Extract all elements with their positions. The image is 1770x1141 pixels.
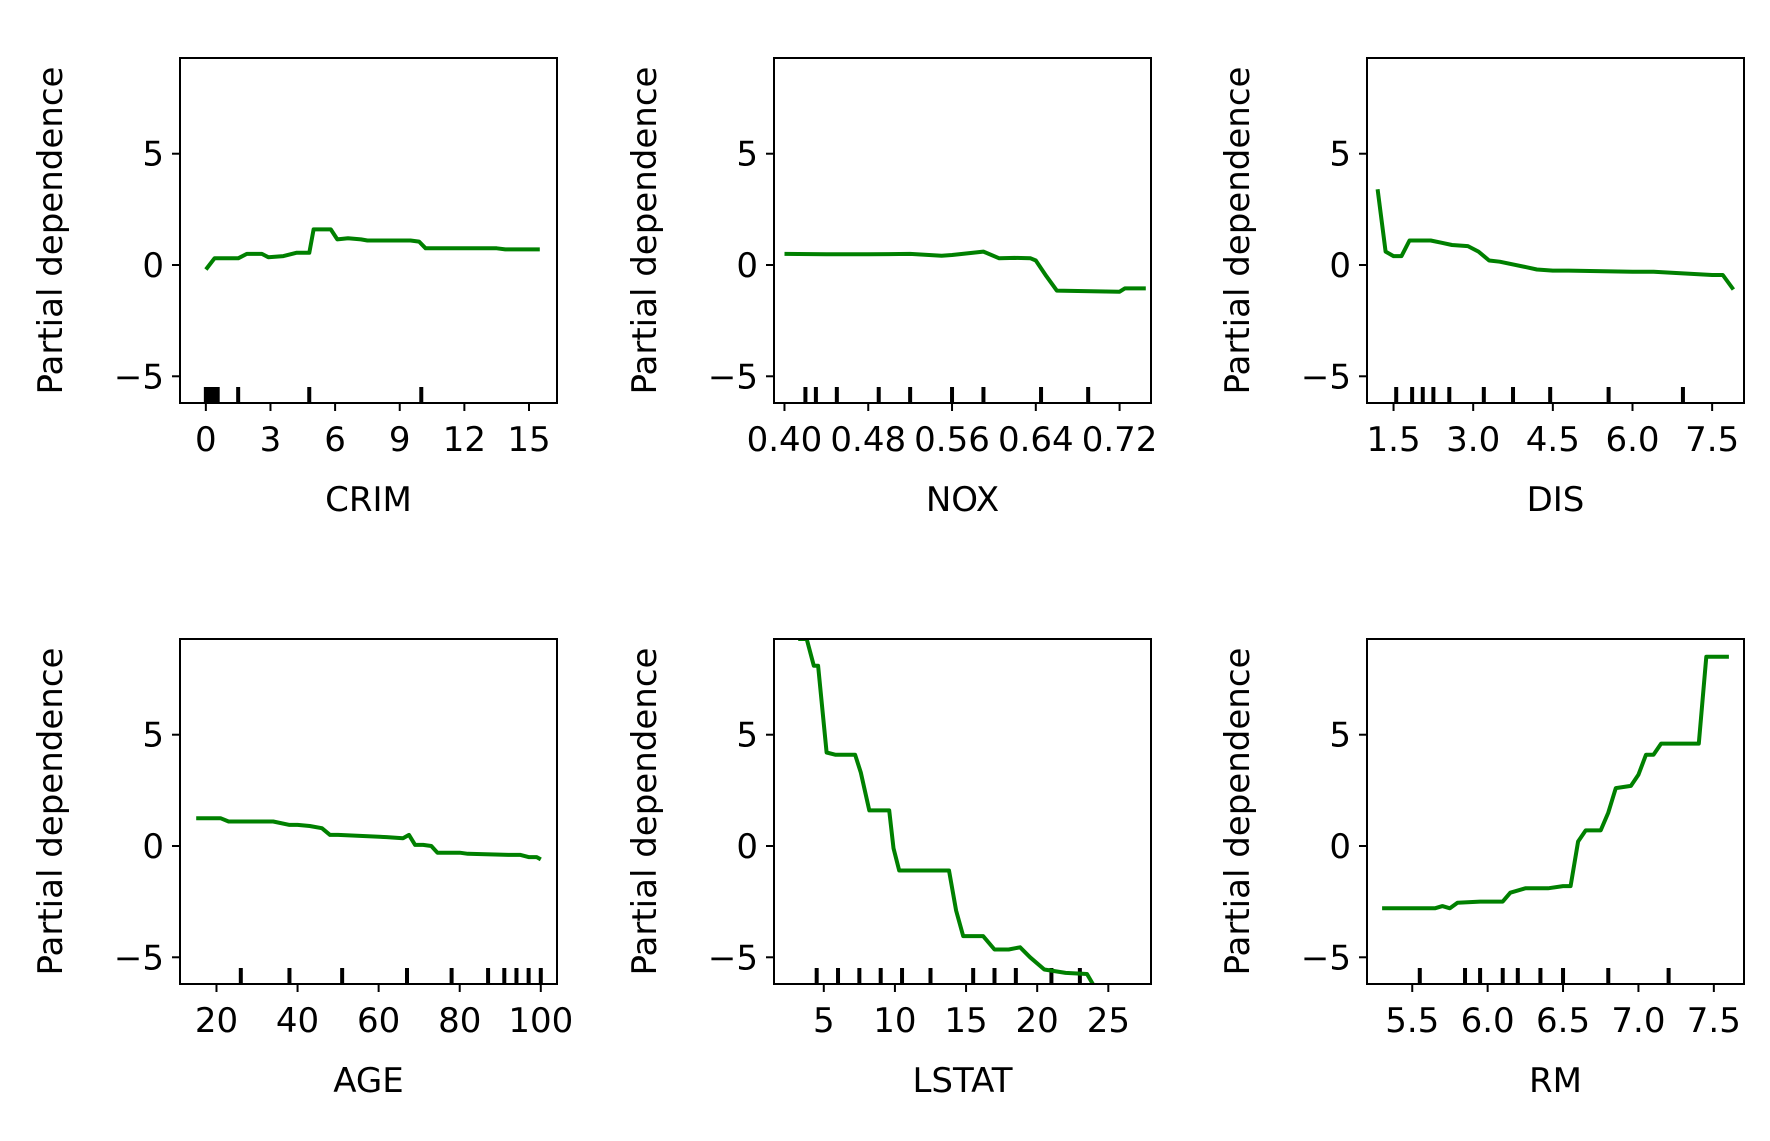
x-tick-label: 25 (1087, 1001, 1130, 1041)
partial-dependence-line (196, 816, 542, 862)
x-tick-label: 0.72 (1082, 420, 1158, 460)
y-tick-label: −5 (1301, 357, 1351, 397)
partial-dependence-line (1382, 654, 1729, 911)
panel-rm: 5.5 6.0 6.5 7.0 7.5 −5 0 5 RM Partial dependence (1218, 638, 1745, 1101)
partial-dependence-line (798, 639, 1096, 984)
y-tick-label: −5 (708, 938, 758, 978)
x-tick-label: 15 (507, 420, 550, 460)
y-tick-label: −5 (114, 938, 164, 978)
plot-frame (1366, 57, 1745, 404)
x-tick-label: 0.64 (998, 420, 1074, 460)
x-tick-label: 5.5 (1385, 1001, 1439, 1041)
x-tick-label: 9 (389, 420, 411, 460)
x-tick-label: 10 (873, 1001, 916, 1041)
x-tick-label: 6.0 (1605, 420, 1659, 460)
y-tick-label: 0 (142, 827, 164, 867)
panel-dis: 1.5 3.0 4.5 6.0 7.5 −5 0 5 DIS Partial dependence (1218, 57, 1745, 520)
plot-frame (179, 638, 558, 985)
y-axis-label: Partial dependence (1218, 67, 1258, 395)
y-axis-label: Partial dependence (31, 67, 71, 395)
y-tick-label: 0 (1329, 827, 1351, 867)
x-tick-label: 15 (944, 1001, 987, 1041)
y-tick-label: 0 (736, 827, 758, 867)
y-tick-label: 0 (1329, 246, 1351, 286)
y-axis-label: Partial dependence (1218, 648, 1258, 976)
x-tick-label: 5 (813, 1001, 835, 1041)
plot-frame (773, 638, 1152, 985)
x-axis-label: DIS (1527, 480, 1585, 520)
x-tick-label: 6 (324, 420, 346, 460)
partial-dependence-line (204, 227, 540, 271)
panel-age: 20 40 60 80 100 −5 0 5 AGE Partial dependence (31, 638, 573, 1101)
x-tick-label: 7.5 (1687, 1001, 1741, 1041)
x-tick-label: 1.5 (1367, 420, 1421, 460)
x-tick-label: 4.5 (1526, 420, 1580, 460)
x-axis-label: LSTAT (912, 1061, 1012, 1101)
x-tick-label: 20 (195, 1001, 238, 1041)
panel-lstat: 5 10 15 20 25 −5 0 5 LSTAT Partial dependence (625, 638, 1152, 1101)
y-axis-label: Partial dependence (625, 648, 665, 976)
y-tick-label: 5 (736, 716, 758, 756)
x-axis-label: RM (1529, 1061, 1582, 1101)
y-tick-label: 5 (736, 135, 758, 175)
x-tick-label: 0.40 (747, 420, 823, 460)
plot-frame (773, 57, 1152, 404)
x-tick-label: 3.0 (1446, 420, 1500, 460)
x-tick-label: 20 (1016, 1001, 1059, 1041)
y-tick-label: 5 (1329, 135, 1351, 175)
x-tick-label: 7.5 (1685, 420, 1739, 460)
y-axis-label: Partial dependence (31, 648, 71, 976)
x-tick-label: 0.56 (914, 420, 990, 460)
x-tick-label: 60 (357, 1001, 400, 1041)
panel-crim: 0 3 6 9 12 15 −5 0 5 CRIM Partial dependence (31, 57, 558, 520)
x-tick-label: 0.48 (830, 420, 906, 460)
x-tick-label: 80 (438, 1001, 481, 1041)
y-tick-label: 5 (1329, 716, 1351, 756)
y-tick-label: 5 (142, 716, 164, 756)
partial-dependence-line (1375, 189, 1736, 291)
panel-nox: 0.40 0.48 0.56 0.64 0.72 −5 0 5 NOX Partial depen… (625, 57, 1158, 520)
partial-dependence-line (784, 249, 1146, 294)
x-axis-label: NOX (926, 480, 999, 520)
x-tick-label: 40 (276, 1001, 319, 1041)
x-tick-label: 0 (195, 420, 217, 460)
x-tick-label: 7.0 (1611, 1001, 1665, 1041)
x-axis-label: CRIM (325, 480, 412, 520)
y-tick-label: 0 (142, 246, 164, 286)
x-tick-label: 6.5 (1536, 1001, 1590, 1041)
y-tick-label: 0 (736, 246, 758, 286)
x-tick-label: 12 (443, 420, 486, 460)
y-tick-label: −5 (1301, 938, 1351, 978)
x-tick-label: 100 (508, 1001, 573, 1041)
y-axis-label: Partial dependence (625, 67, 665, 395)
y-tick-label: −5 (114, 357, 164, 397)
y-tick-label: −5 (708, 357, 758, 397)
y-tick-label: 5 (142, 135, 164, 175)
plot-frame (1366, 638, 1745, 985)
plot-frame (179, 57, 558, 404)
x-tick-label: 3 (260, 420, 282, 460)
x-tick-label: 6.0 (1461, 1001, 1515, 1041)
x-axis-label: AGE (333, 1061, 404, 1101)
